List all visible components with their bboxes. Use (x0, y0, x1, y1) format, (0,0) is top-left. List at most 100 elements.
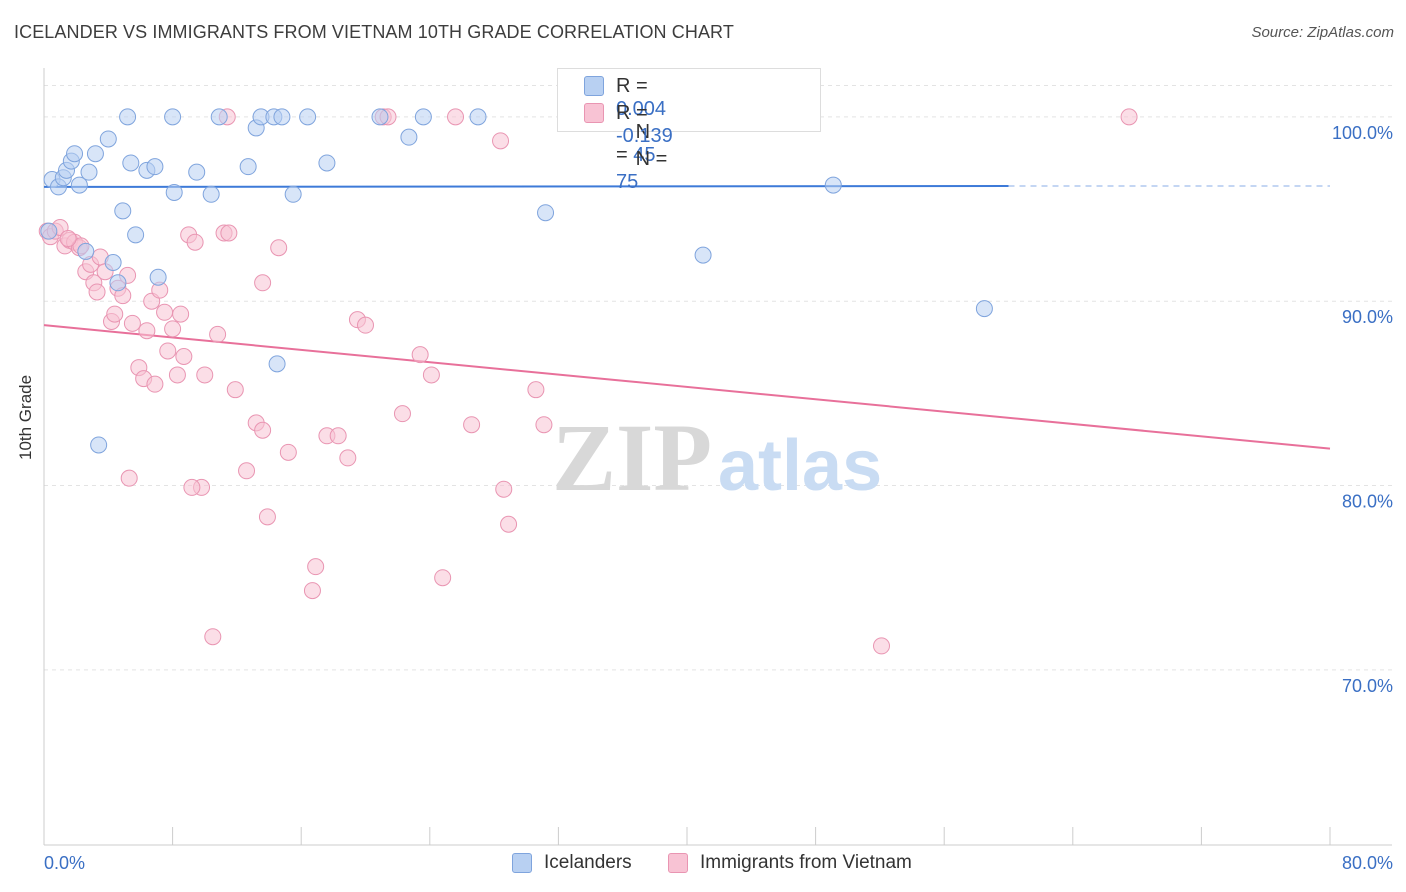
legend-r-value: 0.004 (616, 98, 667, 120)
data-point-vietnam (226, 381, 244, 399)
data-point-vietnam (303, 582, 321, 600)
data-point-icelanders (70, 176, 88, 194)
x-tick-labels: 0.0% 80.0% (44, 853, 1393, 873)
data-point-icelanders (268, 355, 286, 373)
legend-r-value: -0.139 (616, 125, 673, 147)
data-point-icelanders (537, 204, 555, 222)
data-point-vietnam (258, 508, 276, 526)
legend-label-icelanders: Icelanders (544, 852, 632, 873)
x-tick-label: 0.0% (44, 853, 85, 873)
data-point-vietnam (492, 132, 510, 150)
data-point-icelanders (164, 108, 182, 126)
legend-n-value: 45 (633, 144, 656, 166)
data-point-vietnam (279, 443, 297, 461)
data-point-icelanders (104, 253, 122, 271)
data-point-vietnam (138, 322, 156, 340)
data-point-icelanders (149, 268, 167, 286)
data-point-icelanders (318, 154, 336, 172)
legend-r-label: R = (616, 75, 648, 97)
data-point-vietnam (172, 305, 190, 323)
legend-n-label: N = (616, 121, 651, 166)
data-point-icelanders (40, 222, 58, 240)
data-point-icelanders (165, 183, 183, 201)
legend-swatch-vietnam (668, 853, 688, 873)
data-point-icelanders (127, 226, 145, 244)
data-point-icelanders (284, 185, 302, 203)
data-point-vietnam (156, 303, 174, 321)
legend-n-label: N = (635, 148, 668, 170)
legend-swatch-vietnam (584, 103, 604, 123)
source-credit: Source: ZipAtlas.com (1251, 24, 1394, 41)
data-point-icelanders (66, 145, 84, 163)
y-tick-labels: 70.0% 80.0% 90.0% 100.0% (1332, 123, 1393, 696)
data-point-vietnam (159, 342, 177, 360)
data-point-vietnam (204, 628, 222, 646)
data-point-vietnam (434, 569, 452, 587)
data-point-icelanders (146, 158, 164, 176)
correlation-legend: R = 0.004 N = 45 R = -0.139 N = 75 (557, 68, 821, 193)
data-point-icelanders (239, 158, 257, 176)
data-point-vietnam (168, 366, 186, 384)
data-point-icelanders (119, 108, 137, 126)
data-point-vietnam (422, 366, 440, 384)
data-point-vietnam (175, 348, 193, 366)
data-point-vietnam (120, 469, 138, 487)
data-point-vietnam (88, 283, 106, 301)
data-point-icelanders (114, 202, 132, 220)
legend-label-vietnam: Immigrants from Vietnam (700, 852, 912, 873)
data-point-icelanders (77, 242, 95, 260)
data-point-icelanders (90, 436, 108, 454)
data-point-icelanders (109, 274, 127, 292)
data-point-vietnam (254, 421, 272, 439)
axes (43, 68, 1392, 846)
data-point-vietnam (186, 233, 204, 251)
data-point-icelanders (86, 145, 104, 163)
data-point-vietnam (254, 274, 272, 292)
data-point-icelanders (824, 176, 842, 194)
y-axis-label: 10th Grade (16, 374, 35, 460)
data-point-icelanders (400, 128, 418, 146)
data-point-vietnam (411, 346, 429, 364)
data-point-icelanders (188, 163, 206, 181)
watermark-atlas: atlas (718, 426, 882, 506)
data-point-vietnam (463, 416, 481, 434)
data-point-vietnam (270, 239, 288, 257)
data-point-vietnam (500, 515, 518, 533)
data-point-icelanders (975, 300, 993, 318)
trend-line-solid (43, 184, 1009, 188)
data-point-vietnam (447, 108, 465, 126)
data-point-vietnam (59, 230, 77, 248)
data-point-vietnam (873, 637, 891, 655)
watermark: ZIP atlas (552, 404, 882, 511)
data-point-icelanders (371, 108, 389, 126)
y-tick-label: 90.0% (1342, 307, 1393, 327)
data-point-icelanders (273, 108, 291, 126)
data-point-icelanders (80, 163, 98, 181)
data-point-vietnam (183, 478, 201, 496)
legend-swatch-icelanders (512, 853, 532, 873)
legend-n-value: 75 (616, 171, 639, 193)
data-point-icelanders (469, 108, 487, 126)
data-point-vietnam (196, 366, 214, 384)
data-point-vietnam (238, 462, 256, 480)
data-point-vietnam (123, 314, 141, 332)
y-tick-label: 70.0% (1342, 676, 1393, 696)
data-point-vietnam (209, 325, 227, 343)
trend-line-solid (43, 324, 1331, 450)
data-point-vietnam (307, 558, 325, 576)
data-point-vietnam (339, 449, 357, 467)
data-point-vietnam (357, 316, 374, 334)
data-point-vietnam (146, 375, 164, 393)
data-point-icelanders (694, 246, 712, 264)
data-point-vietnam (1120, 108, 1138, 126)
data-point-vietnam (535, 416, 553, 434)
points-icelanders (40, 108, 993, 454)
x-tick-label: 80.0% (1342, 853, 1393, 873)
trend-line-vietnam (43, 324, 1331, 450)
data-point-vietnam (527, 381, 545, 399)
data-point-icelanders (299, 108, 317, 126)
data-point-vietnam (495, 480, 513, 498)
data-point-vietnam (106, 305, 124, 323)
y-tick-label: 100.0% (1332, 123, 1393, 143)
